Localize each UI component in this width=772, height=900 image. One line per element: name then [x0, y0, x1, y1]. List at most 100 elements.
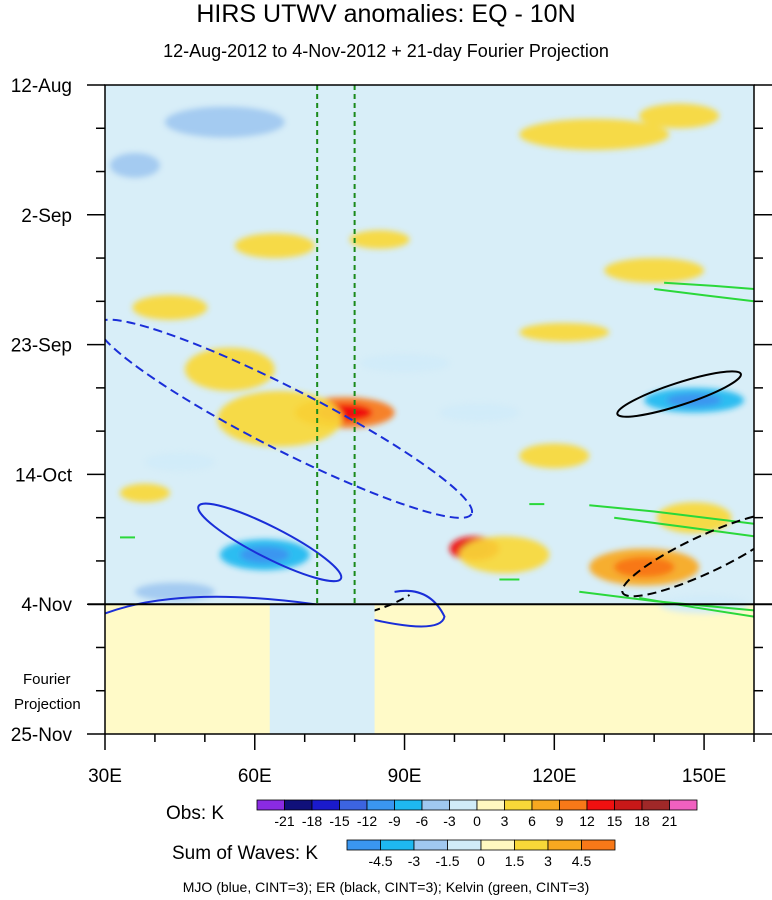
anomaly-blob-23: [439, 403, 520, 422]
kelvin-contour-5: [579, 590, 754, 612]
anomaly-blob-19: [109, 152, 160, 178]
kelvin-contour-3: [614, 516, 754, 538]
obs-swatch-14: [641, 799, 670, 811]
waves-swatch-7: [581, 839, 616, 851]
waves-swatch-1: [380, 839, 415, 851]
waves-tick-label: -4.5: [368, 853, 392, 869]
anomaly-field: [109, 103, 750, 614]
anomaly-blob-9: [234, 233, 315, 259]
kelvin-contour-2: [589, 504, 754, 525]
kelvin-contour-1: [664, 281, 754, 290]
obs-tick-label: -21: [274, 813, 294, 829]
chart-title: HIRS UTWV anomalies: EQ - 10N: [196, 0, 576, 28]
x-tick-label: 90E: [388, 766, 422, 787]
x-tick-label: 150E: [682, 766, 726, 787]
anomaly-blob-12: [519, 322, 610, 342]
obs-tick-label: 0: [473, 813, 481, 829]
obs-tick-label: -18: [302, 813, 322, 829]
anomaly-core-5: [613, 556, 675, 578]
y-tick-label: 2-Sep: [21, 206, 72, 227]
kelvin-contours: [120, 281, 754, 618]
obs-swatch-11: [559, 799, 588, 811]
obs-tick-label: 21: [662, 813, 678, 829]
er-contour-2: [616, 370, 742, 418]
obs-swatch-7: [449, 799, 478, 811]
obs-swatch-10: [531, 799, 560, 811]
obs-swatch-8: [476, 799, 505, 811]
anomaly-blob-15: [119, 483, 170, 503]
anomaly-blob-2: [184, 347, 275, 391]
mjo-contour-0: [105, 318, 474, 519]
obs-tick-label: 9: [556, 813, 564, 829]
waves-tick-label: 4.5: [572, 853, 592, 869]
projection-label-line1: Fourier: [23, 671, 71, 688]
obs-legend-label: Obs: K: [166, 803, 225, 824]
chart-subtitle: 12-Aug-2012 to 4-Nov-2012 + 21-day Fouri…: [163, 41, 609, 61]
anomaly-blob-22: [144, 452, 215, 472]
waves-colorbar: -4.5 -3 -1.5 0 1.5 3 4.5: [346, 839, 616, 869]
waves-swatch-5: [514, 839, 549, 851]
waves-swatch-3: [447, 839, 482, 851]
obs-swatch-2: [311, 799, 340, 811]
obs-tick-label: 18: [634, 813, 650, 829]
anomaly-blob-18: [164, 106, 285, 138]
obs-swatch-1: [284, 799, 313, 811]
obs-tick-label: -12: [357, 813, 377, 829]
waves-tick-label: 3: [544, 853, 552, 869]
obs-background: [105, 85, 754, 605]
y-tick-label: 4-Nov: [21, 595, 72, 616]
waves-swatch-0: [346, 839, 381, 851]
x-axis: 30E 60E 90E 120E 150E: [88, 734, 755, 787]
obs-swatch-6: [421, 799, 450, 811]
obs-tick-label: 12: [579, 813, 595, 829]
plot-frame: [104, 84, 755, 735]
y-tick-label: 23-Sep: [11, 336, 72, 357]
waves-tick-label: 0: [477, 853, 485, 869]
obs-swatch-13: [614, 799, 643, 811]
anomaly-blob-1: [217, 390, 343, 447]
projection-negative-region: [269, 604, 375, 734]
waves-swatch-4: [480, 839, 515, 851]
kelvin-contour-0: [654, 288, 754, 303]
anomaly-blob-10: [349, 230, 410, 249]
x-tick-label: 120E: [532, 766, 576, 787]
x-tick-label: 60E: [238, 766, 272, 787]
footnote: MJO (blue, CINT=3); ER (black, CINT=3); …: [182, 879, 590, 895]
y-tick-label: 25-Nov: [11, 725, 73, 746]
obs-tick-label: 15: [607, 813, 623, 829]
waves-tick-label: -3: [408, 853, 421, 869]
projection-label-line2: Projection: [14, 696, 81, 713]
obs-swatch-5: [394, 799, 423, 811]
anomaly-blob-8: [639, 103, 720, 129]
projection-background: [105, 604, 754, 734]
obs-colorbar: -21 -18 -15 -12 -9 -6 -3 0 3 6 9 12 15 18 21: [256, 799, 698, 829]
obs-tick-label: -6: [416, 813, 429, 829]
y-tick-label: 12-Aug: [11, 76, 72, 97]
obs-swatch-15: [669, 799, 698, 811]
anomaly-blob-7: [519, 118, 670, 150]
er-contour-3: [621, 512, 754, 598]
obs-tick-label: -9: [388, 813, 401, 829]
obs-tick-label: -3: [443, 813, 456, 829]
waves-tick-label: -1.5: [435, 853, 459, 869]
waves-tick-label: 1.5: [505, 853, 525, 869]
anomaly-blob-21: [359, 353, 450, 373]
anomaly-blob-11: [604, 258, 705, 283]
mjo-contour-1: [197, 502, 343, 583]
obs-swatch-3: [339, 799, 368, 811]
anomaly-blob-4: [459, 536, 550, 574]
obs-tick-label: 6: [528, 813, 536, 829]
obs-swatch-9: [504, 799, 533, 811]
y-tick-label: 14-Oct: [15, 465, 73, 486]
anomaly-blob-14: [519, 443, 590, 469]
waves-swatch-2: [413, 839, 448, 851]
obs-swatch-4: [366, 799, 395, 811]
y-axis: 12-Aug 2-Sep 23-Sep 14-Oct 4-Nov 25-Nov: [11, 76, 772, 746]
x-tick-label: 30E: [88, 766, 122, 787]
waves-swatch-6: [547, 839, 582, 851]
obs-swatch-0: [256, 799, 285, 811]
waves-legend-label: Sum of Waves: K: [172, 843, 319, 864]
obs-tick-label: -15: [329, 813, 349, 829]
obs-swatch-12: [586, 799, 615, 811]
